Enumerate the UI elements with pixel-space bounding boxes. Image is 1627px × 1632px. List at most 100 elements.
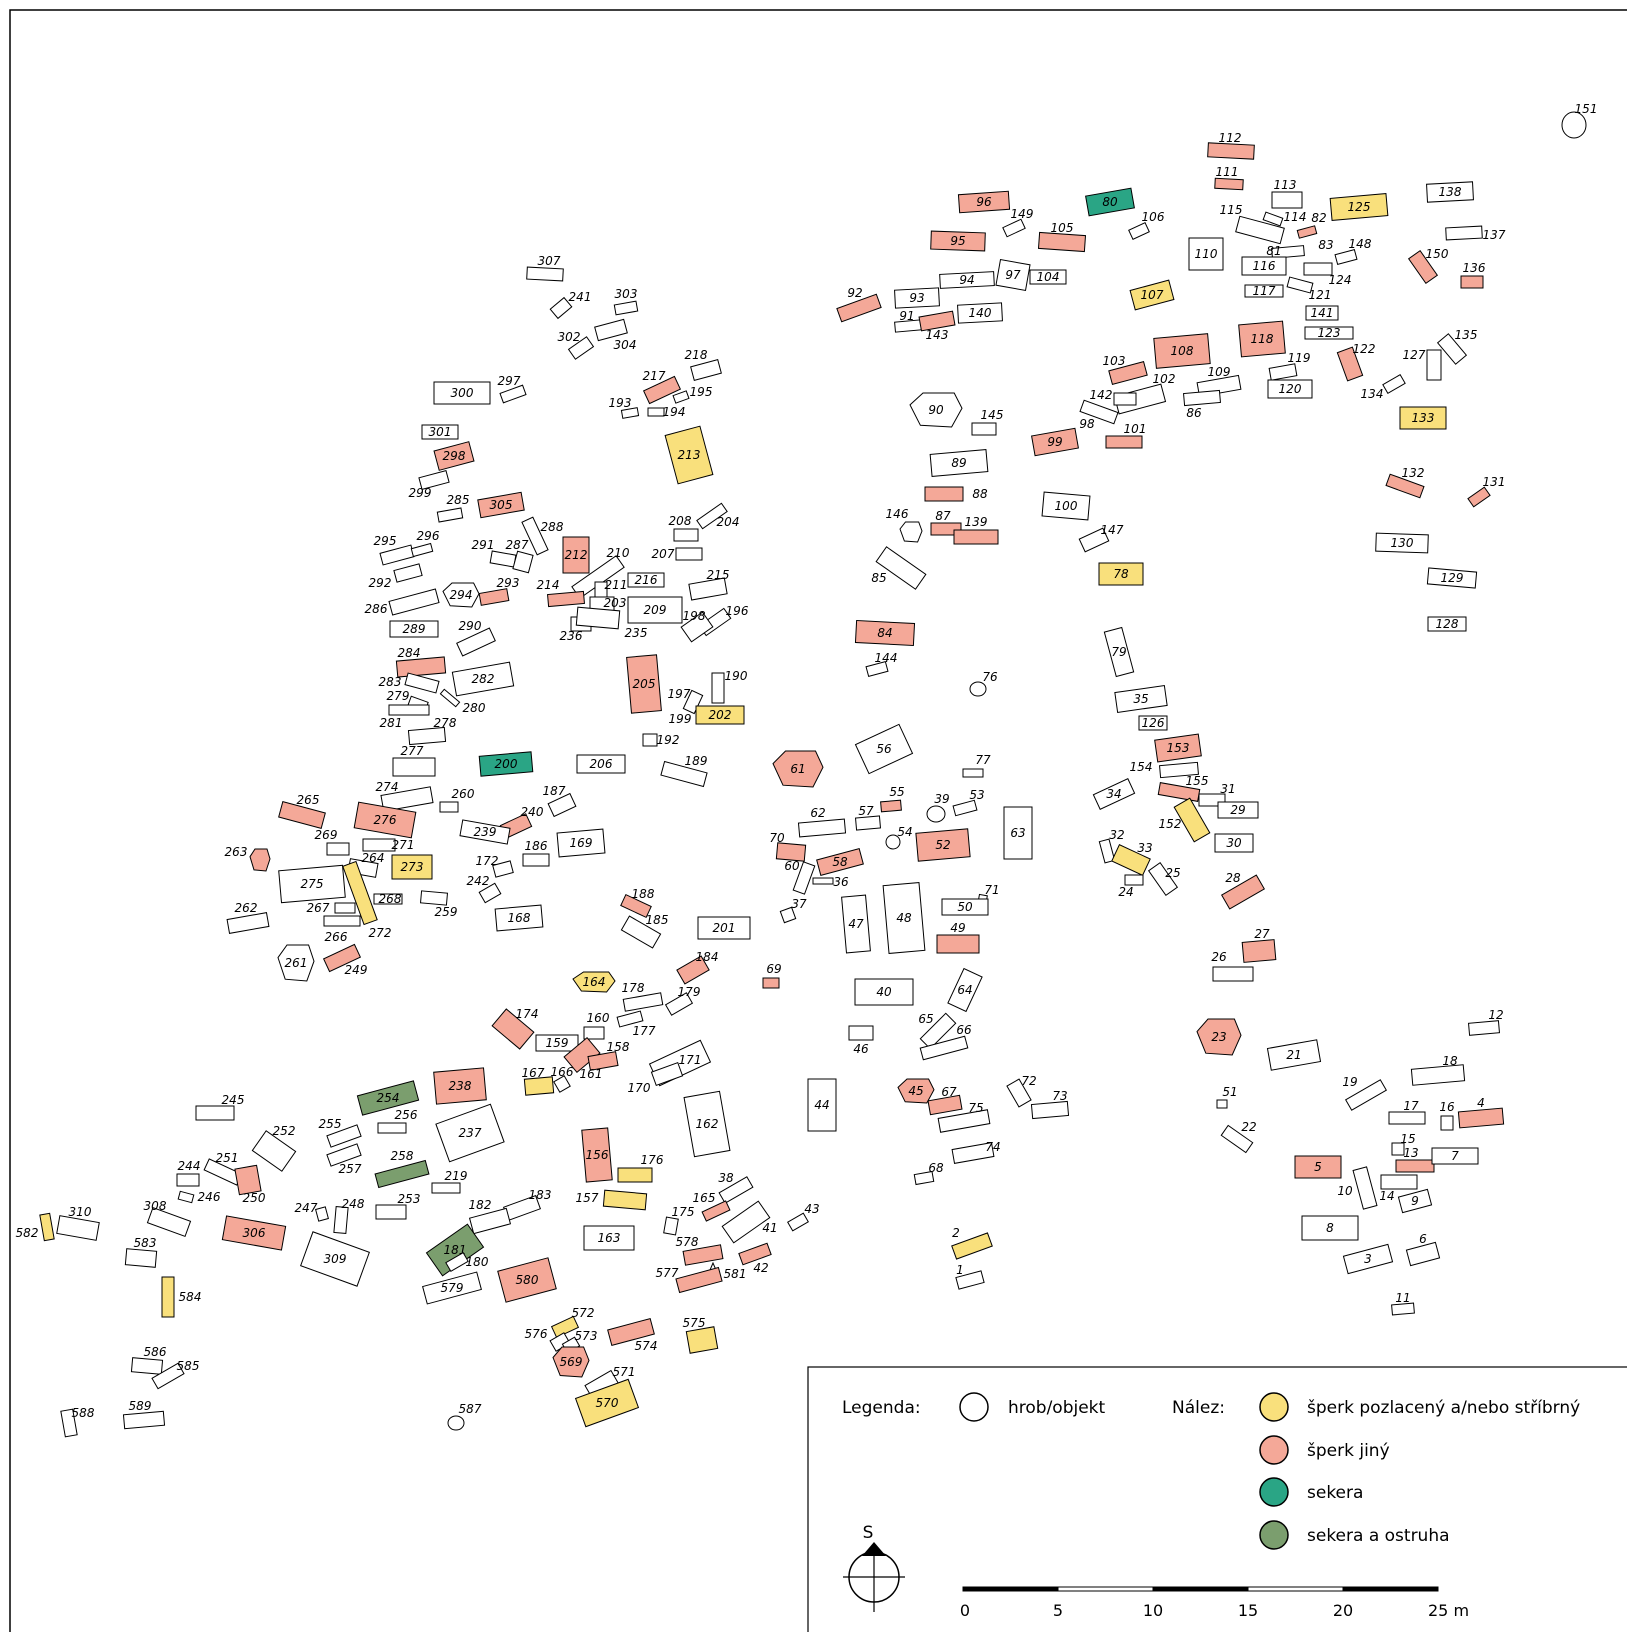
- grave-label: 45: [908, 1084, 923, 1098]
- grave-shape: [695, 705, 745, 725]
- grave-label: 109: [1208, 365, 1231, 379]
- grave-label: 85: [871, 571, 886, 585]
- grave-112: 112: [1207, 131, 1255, 160]
- grave-280: 280: [439, 688, 486, 715]
- grave-label: 46: [853, 1042, 869, 1056]
- grave-shape: [1395, 1159, 1435, 1173]
- scale-tick-10: 10: [1143, 1601, 1163, 1620]
- grave-shape: [1440, 1115, 1454, 1131]
- grave-label: 92: [847, 286, 862, 300]
- grave-shape: [456, 627, 496, 657]
- grave-208: 208: [669, 514, 699, 542]
- grave-250: 250: [234, 1164, 266, 1205]
- grave-label: 157: [576, 1191, 599, 1205]
- grave-label: 10: [1337, 1184, 1353, 1198]
- grave-185: 185: [620, 913, 668, 949]
- grave-274: 274: [376, 780, 434, 812]
- grave-label: 246: [198, 1190, 221, 1204]
- grave-label: 62: [810, 806, 825, 820]
- grave-shape: [721, 1200, 771, 1244]
- grave-12: 12: [1467, 1008, 1504, 1036]
- grave-shape: [277, 944, 315, 982]
- grave-215: 215: [688, 568, 729, 601]
- grave-29: 29: [1217, 801, 1259, 819]
- grave-label: 168: [508, 911, 531, 925]
- grave-shape: [373, 893, 403, 905]
- grave-label: 54: [897, 825, 912, 839]
- grave-label: 61: [790, 762, 805, 776]
- grave-shape: [552, 1346, 590, 1378]
- grave-label: 260: [452, 787, 475, 801]
- grave-shape: [1352, 1166, 1378, 1210]
- grave-54: 54: [885, 825, 913, 850]
- grave-116: 116: [1241, 256, 1287, 276]
- grave-label: 110: [1195, 247, 1218, 261]
- grave-75: 75: [937, 1101, 991, 1133]
- grave-37: 37: [779, 897, 807, 924]
- grave-label: 17: [1403, 1099, 1419, 1113]
- grave-172: 172: [476, 854, 514, 878]
- grave-label: 273: [401, 860, 424, 874]
- grave-label: 69: [766, 962, 781, 976]
- grave-shape: [626, 654, 662, 714]
- grave-39: 39: [926, 792, 950, 823]
- grave-275: 275: [278, 864, 346, 904]
- grave-shape: [909, 392, 963, 428]
- grave-label: 144: [875, 651, 898, 665]
- grave-label: 194: [663, 405, 686, 419]
- scale-tick-0: 0: [960, 1601, 970, 1620]
- grave-label: 573: [575, 1329, 598, 1343]
- grave-269: 269: [315, 828, 350, 856]
- grave-label: 137: [1483, 228, 1506, 242]
- grave-23: 23: [1196, 1018, 1242, 1056]
- grave-shape: [388, 588, 440, 616]
- grave-label: 125: [1348, 200, 1371, 214]
- grave-label: 104: [1037, 270, 1060, 284]
- grave-label: 269: [315, 828, 338, 842]
- legend-label-jewel: šperk jiný: [1307, 1441, 1390, 1461]
- grave-shape: [492, 860, 514, 878]
- grave-label: 569: [560, 1355, 583, 1369]
- grave-label: 142: [1090, 388, 1113, 402]
- grave-label: 141: [1311, 306, 1334, 320]
- grave-label: 49: [950, 921, 965, 935]
- grave-167: 167: [522, 1066, 555, 1096]
- grave-shape: [535, 1034, 579, 1052]
- grave-shape: [936, 934, 980, 954]
- grave-247: 247: [295, 1201, 329, 1222]
- grave-shape: [865, 660, 889, 678]
- grave-shape: [913, 1170, 935, 1186]
- grave-label: 162: [696, 1117, 719, 1131]
- grave-242: 242: [467, 874, 502, 904]
- scale-bar: 0 5 10 15 20 25 m: [960, 1586, 1469, 1620]
- grave-50: 50: [941, 898, 989, 916]
- grave-shape: [664, 425, 714, 485]
- grave-141: 141: [1305, 305, 1339, 321]
- grave-shape: [718, 1176, 754, 1204]
- grave-label: 238: [449, 1079, 472, 1093]
- grave-88: 88: [924, 486, 988, 502]
- grave-label: 15: [1400, 1132, 1415, 1146]
- grave-label: 29: [1230, 803, 1245, 817]
- grave-label: 292: [369, 576, 392, 590]
- grave-shape: [1216, 1099, 1228, 1109]
- grave-label: 572: [572, 1306, 595, 1320]
- grave-288: 288: [521, 516, 564, 556]
- grave-140: 140: [957, 302, 1003, 324]
- grave-shape: [1397, 1188, 1433, 1214]
- grave-label: 96: [976, 195, 992, 209]
- grave-32: 32: [1098, 828, 1125, 864]
- grave-145: 145: [971, 408, 1003, 436]
- grave-label: 214: [537, 578, 560, 592]
- grave-152: 152: [1159, 797, 1211, 843]
- grave-108: 108: [1153, 333, 1211, 369]
- grave-label: 208: [669, 514, 692, 528]
- grave-170: 170: [628, 1061, 684, 1095]
- grave-label: 166: [551, 1065, 574, 1079]
- grave-168: 168: [494, 904, 544, 932]
- grave-200: 200: [478, 751, 534, 777]
- grave-label: 199: [669, 712, 692, 726]
- grave-shape: [952, 799, 978, 817]
- grave-128: 128: [1427, 616, 1467, 632]
- grave-shape: [439, 688, 461, 708]
